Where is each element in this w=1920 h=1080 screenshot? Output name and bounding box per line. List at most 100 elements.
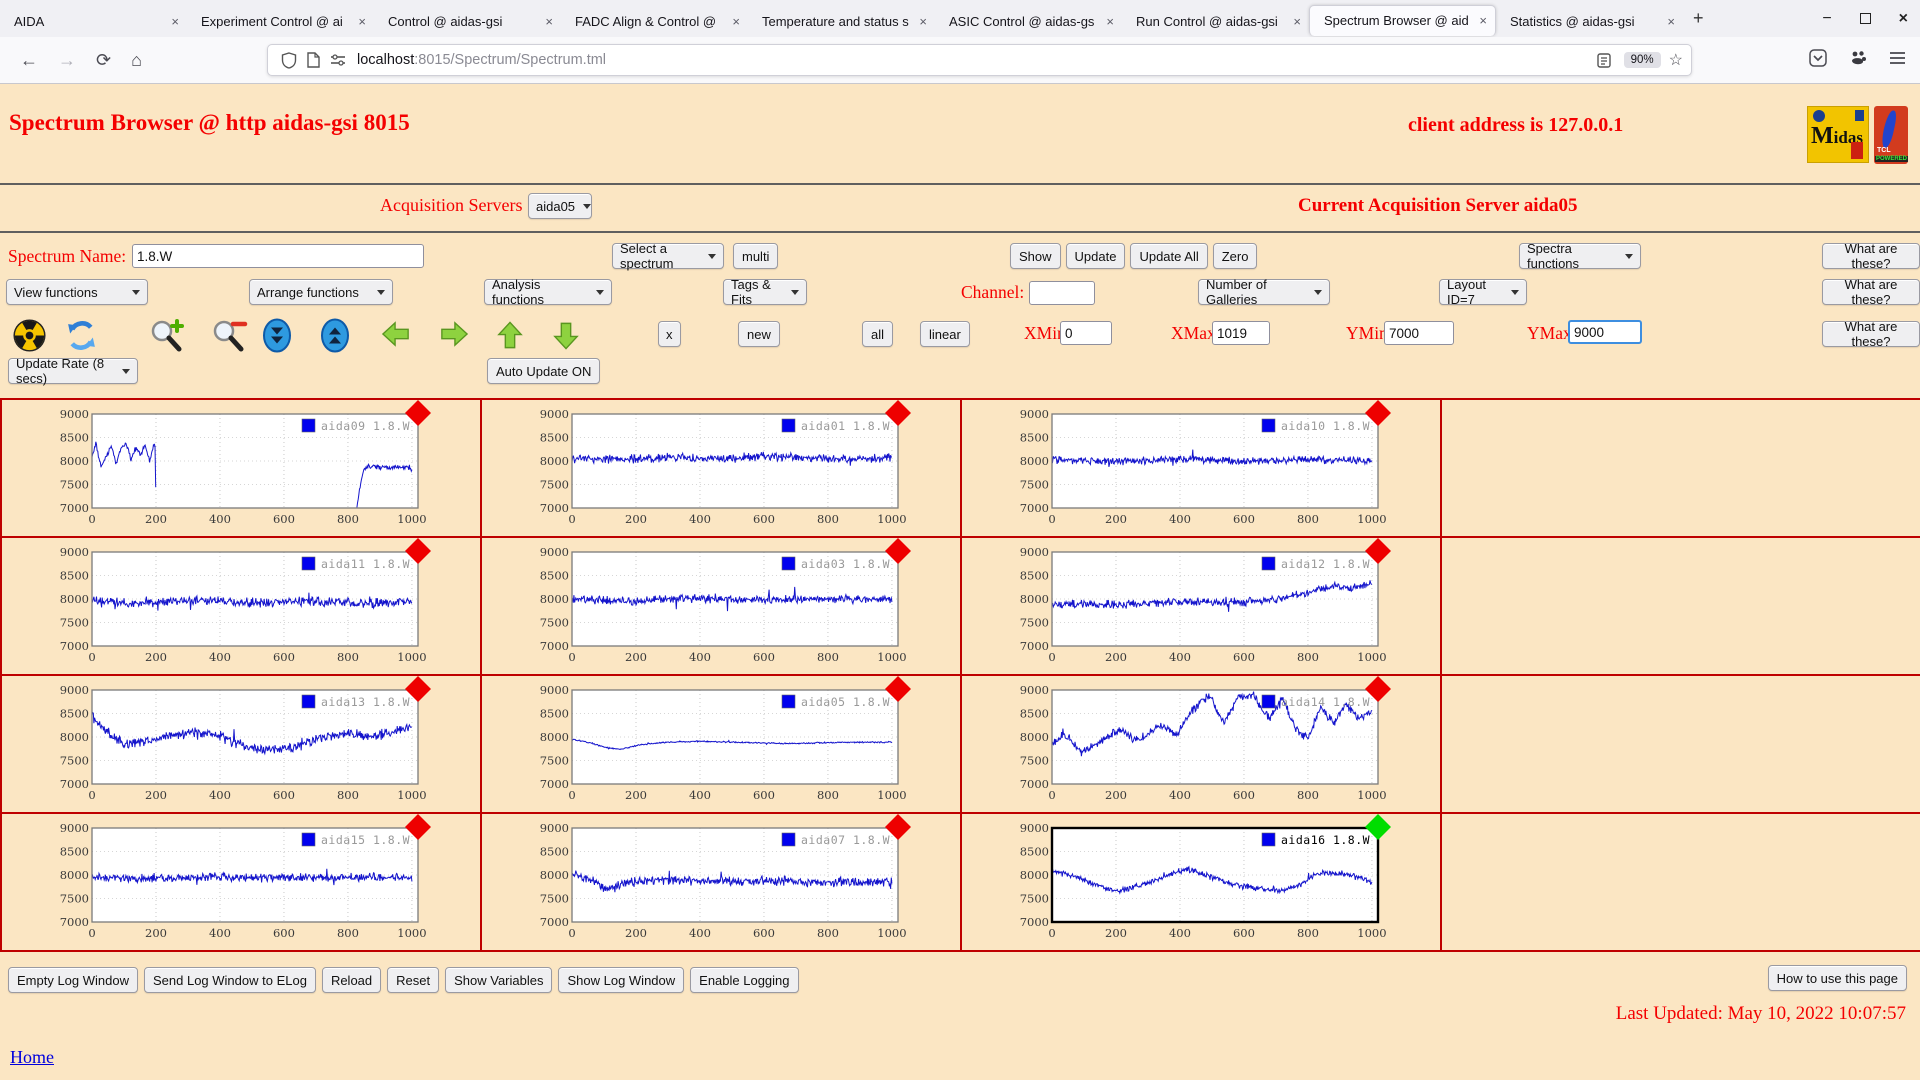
tab-close-icon[interactable]: × [545,13,553,29]
minimize-icon[interactable]: − [1822,9,1832,27]
tab-close-icon[interactable]: × [1667,13,1675,29]
log-button[interactable]: Show Log Window [558,967,685,993]
arrange-functions-dropdown[interactable]: Arrange functions [249,279,393,305]
extension-icon[interactable] [1849,49,1867,72]
number-of-galleries-dropdown[interactable]: Number of Galleries [1198,277,1330,307]
show-button[interactable]: Show [1010,243,1061,269]
spectrum-chart-aida16[interactable]: 7000 7500 8000 8500 9000 0 200 400 600 800 1000 aid… [1020,814,1394,948]
analysis-functions-dropdown[interactable]: Analysis functions [484,277,612,307]
update-button[interactable]: Update [1065,243,1126,269]
ymax-input[interactable] [1568,320,1642,344]
zero-button[interactable]: Zero [1212,243,1258,269]
spectrum-chart-aida10[interactable]: 7000 7500 8000 8500 9000 0 200 400 600 800 1000 aid… [1020,400,1394,534]
x-button[interactable]: x [658,321,681,347]
spectra-functions-dropdown[interactable]: Spectra functions [1519,241,1641,271]
url-bar[interactable]: localhost:8015/Spectrum/Spectrum.tml 90%… [267,44,1692,76]
what-are-these-button[interactable]: What are these? [1822,277,1920,307]
tags-fits-dropdown[interactable]: Tags & Fits [723,277,807,307]
zoom-out-icon[interactable] [210,318,248,358]
select-spectrum-dropdown[interactable]: Select a spectrum [612,241,724,271]
tab-close-icon[interactable]: × [171,13,179,29]
scroll-down-icon[interactable] [262,318,292,358]
tab-close-icon[interactable]: × [1293,13,1301,29]
tab-close-icon[interactable]: × [1479,13,1487,28]
radiation-icon[interactable] [12,318,47,358]
home-icon[interactable]: ⌂ [131,49,142,70]
browser-tab[interactable]: Experiment Control @ ai × [187,7,374,36]
home-link[interactable]: Home [10,1047,54,1067]
bookmark-star-icon[interactable]: ☆ [1668,52,1683,69]
spectrum-chart-aida14[interactable]: 7000 7500 8000 8500 9000 0 200 400 600 800 1000 aid… [1020,676,1394,810]
zoom-in-icon[interactable] [148,318,186,358]
spectrum-chart-aida12[interactable]: 7000 7500 8000 8500 9000 0 200 400 600 800 1000 aid… [1020,538,1394,672]
reload-icon[interactable]: ⟳ [96,49,112,70]
log-button[interactable]: Enable Logging [690,967,799,993]
scroll-up-icon[interactable] [320,318,350,358]
arrow-left-icon[interactable] [378,320,414,353]
maximize-icon[interactable] [1859,13,1871,24]
log-button[interactable]: Reload [321,967,382,993]
update-all-button[interactable]: Update All [1130,243,1208,269]
arrow-right-icon[interactable] [436,320,472,353]
tab-close-icon[interactable]: × [358,13,366,29]
svg-text:8500: 8500 [1020,707,1049,721]
spectrum-cell: 7000 7500 8000 8500 9000 0 200 400 600 800 1000 aid… [0,536,482,676]
reader-view-icon[interactable] [1596,52,1611,68]
view-functions-dropdown[interactable]: View functions [6,279,148,305]
spectrum-chart-aida05[interactable]: 7000 7500 8000 8500 9000 0 200 400 600 800 1000 aid… [540,676,914,810]
browser-tab[interactable]: ASIC Control @ aidas-gs × [935,7,1122,36]
spectrum-name-input[interactable] [132,244,424,268]
auto-update-button[interactable]: Auto Update ON [487,358,601,384]
zoom-indicator[interactable]: 90% [1623,52,1661,68]
close-icon[interactable]: × [1898,9,1908,27]
browser-tab[interactable]: Control @ aidas-gsi × [374,7,561,36]
ymin-input[interactable] [1384,321,1454,345]
back-icon[interactable]: ← [20,49,38,70]
linear-button[interactable]: linear [920,321,970,347]
new-button[interactable]: new [738,321,780,347]
log-button[interactable]: Show Variables [445,967,553,993]
layout-id-dropdown[interactable]: Layout ID=7 [1439,277,1527,307]
log-button[interactable]: Reset [387,967,440,993]
update-rate-dropdown[interactable]: Update Rate (8 secs) [8,356,138,386]
svg-text:aida16 1.8.W: aida16 1.8.W [1281,833,1370,847]
browser-tab[interactable]: AIDA × [0,7,187,36]
all-button[interactable]: all [862,321,894,347]
what-are-these-button[interactable]: What are these? [1822,319,1920,349]
browser-tab[interactable]: Run Control @ aidas-gsi × [1122,7,1309,36]
browser-tab[interactable]: Temperature and status s × [748,7,935,36]
forward-icon[interactable]: → [58,49,76,70]
url-text[interactable]: localhost:8015/Spectrum/Spectrum.tml [357,52,607,68]
xmin-input[interactable] [1060,321,1112,345]
what-are-these-button[interactable]: What are these? [1822,241,1920,271]
page-icon[interactable] [307,52,320,68]
channel-input[interactable] [1029,281,1095,305]
tab-close-icon[interactable]: × [1106,13,1114,29]
log-button[interactable]: Send Log Window to ELog [144,967,316,993]
browser-tab[interactable]: FADC Align & Control @ × [561,7,748,36]
spectrum-chart-aida11[interactable]: 7000 7500 8000 8500 9000 0 200 400 600 800 1000 aid… [60,538,434,672]
spectrum-chart-aida03[interactable]: 7000 7500 8000 8500 9000 0 200 400 600 800 1000 aid… [540,538,914,672]
acquisition-server-select[interactable]: aida05 [528,193,592,219]
multi-button[interactable]: multi [733,243,779,269]
refresh-icon[interactable] [64,318,99,358]
shield-icon[interactable] [281,51,297,69]
spectrum-chart-aida15[interactable]: 7000 7500 8000 8500 9000 0 200 400 600 800 1000 aid… [60,814,434,948]
tab-close-icon[interactable]: × [919,13,927,29]
tab-close-icon[interactable]: × [732,13,740,29]
spectrum-chart-aida13[interactable]: 7000 7500 8000 8500 9000 0 200 400 600 800 1000 aid… [60,676,434,810]
spectrum-chart-aida09[interactable]: 7000 7500 8000 8500 9000 0 200 400 600 800 1000 aid… [60,400,434,534]
menu-icon[interactable] [1889,51,1906,70]
how-to-use-button[interactable]: How to use this page [1767,965,1907,991]
new-tab-icon[interactable]: + [1693,8,1704,28]
browser-tab[interactable]: Statistics @ aidas-gsi × [1496,7,1683,36]
pocket-icon[interactable] [1809,48,1827,72]
browser-tab[interactable]: Spectrum Browser @ aid × [1309,4,1496,36]
arrow-up-icon[interactable] [496,318,524,358]
log-button[interactable]: Empty Log Window [8,967,138,993]
arrow-down-icon[interactable] [552,318,580,358]
spectrum-chart-aida01[interactable]: 7000 7500 8000 8500 9000 0 200 400 600 800 1000 aid… [540,400,914,534]
xmax-input[interactable] [1212,321,1270,345]
permissions-icon[interactable] [330,54,346,66]
spectrum-chart-aida07[interactable]: 7000 7500 8000 8500 9000 0 200 400 600 800 1000 aid… [540,814,914,948]
